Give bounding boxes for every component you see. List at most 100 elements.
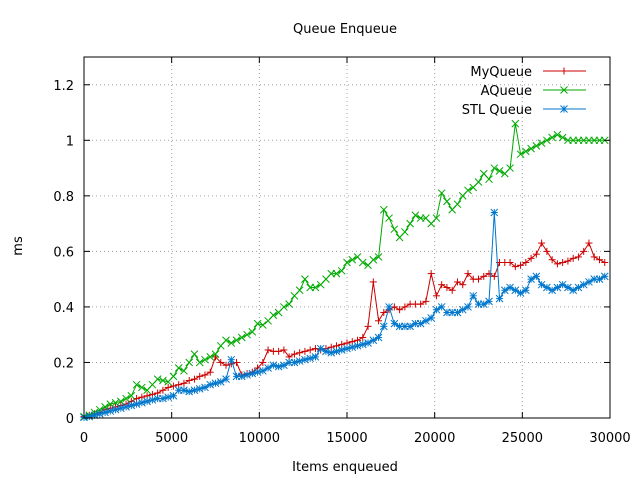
data-point <box>243 371 251 379</box>
y-tick-label: 0.4 <box>53 301 74 316</box>
data-point <box>569 254 577 262</box>
data-point <box>222 336 230 345</box>
data-point <box>558 133 567 142</box>
data-point <box>422 297 430 305</box>
y-tick-label: 0.2 <box>53 356 74 371</box>
data-point <box>211 379 220 388</box>
y-tick-label: 1 <box>66 134 74 149</box>
data-point <box>495 167 504 175</box>
data-point <box>553 130 562 139</box>
data-point <box>485 270 493 278</box>
grid-lines <box>84 57 610 418</box>
data-point <box>269 311 278 320</box>
legend-marker <box>560 105 568 113</box>
data-point <box>227 355 236 364</box>
data-point <box>453 278 461 286</box>
data-point <box>432 214 441 222</box>
data-point <box>469 291 478 300</box>
data-point <box>585 239 593 247</box>
data-point <box>95 409 104 418</box>
data-point <box>227 339 236 347</box>
data-point <box>521 286 530 295</box>
data-point <box>190 350 199 358</box>
data-point <box>516 150 525 159</box>
x-tick-label: 20000 <box>414 431 455 446</box>
data-point <box>337 346 346 354</box>
data-point <box>264 346 272 354</box>
data-point <box>174 364 183 372</box>
data-point <box>348 343 357 352</box>
data-point <box>222 375 230 383</box>
data-point <box>290 350 298 358</box>
data-point <box>101 408 109 417</box>
data-point <box>106 407 115 415</box>
data-point <box>159 386 167 394</box>
y-axis-label: ms <box>11 236 26 256</box>
data-point <box>195 358 204 367</box>
legend-label: MyQueue <box>470 65 532 80</box>
data-point <box>443 283 451 291</box>
data-point <box>138 398 146 407</box>
data-point <box>122 403 130 411</box>
data-point <box>401 303 409 311</box>
data-point <box>348 255 357 264</box>
data-point <box>206 380 215 389</box>
legend-label: AQueue <box>481 84 532 99</box>
data-point <box>453 200 462 209</box>
data-point <box>490 272 498 280</box>
data-point <box>448 286 456 294</box>
data-point <box>185 377 193 385</box>
data-point <box>222 361 230 369</box>
data-point <box>574 253 582 261</box>
data-point <box>217 358 225 366</box>
data-point <box>437 189 446 197</box>
legend: MyQueue AQueue STL Queue <box>462 65 586 118</box>
series-line <box>83 241 605 418</box>
data-point <box>443 197 451 206</box>
data-point <box>311 283 320 292</box>
data-point <box>201 355 209 364</box>
y-tick-label: 0.6 <box>53 245 74 260</box>
y-tick-label: 1.2 <box>53 79 74 94</box>
data-point <box>122 394 130 403</box>
data-point <box>332 269 341 278</box>
data-point <box>358 258 367 267</box>
data-point <box>532 250 540 258</box>
data-point <box>280 303 288 311</box>
data-point <box>332 347 341 356</box>
data-point <box>232 336 241 345</box>
data-point <box>237 333 246 342</box>
data-point <box>248 328 257 336</box>
data-point <box>532 272 541 281</box>
data-point <box>543 247 551 255</box>
data-point <box>375 317 383 325</box>
legend-marker <box>560 67 568 75</box>
data-point <box>464 186 472 195</box>
data-point <box>301 355 309 364</box>
x-tick-label: 25000 <box>502 431 543 446</box>
data-point <box>548 133 556 142</box>
data-point <box>301 347 309 355</box>
data-point <box>164 393 173 402</box>
data-point <box>343 258 351 267</box>
data-point <box>211 350 220 358</box>
data-point <box>358 340 367 349</box>
data-point <box>385 303 393 311</box>
data-point <box>537 139 546 147</box>
data-point <box>185 358 194 367</box>
data-point <box>558 280 567 289</box>
data-point <box>153 375 162 383</box>
data-point <box>143 397 151 406</box>
data-point <box>180 386 188 395</box>
data-point <box>369 255 378 264</box>
data-point <box>427 314 436 322</box>
data-point <box>580 247 588 255</box>
data-point <box>548 256 556 264</box>
data-point <box>322 347 330 356</box>
data-point <box>564 257 572 265</box>
data-point <box>379 205 388 214</box>
data-point <box>495 294 504 303</box>
data-point <box>159 394 167 403</box>
data-point <box>295 357 304 365</box>
data-point <box>511 119 520 128</box>
